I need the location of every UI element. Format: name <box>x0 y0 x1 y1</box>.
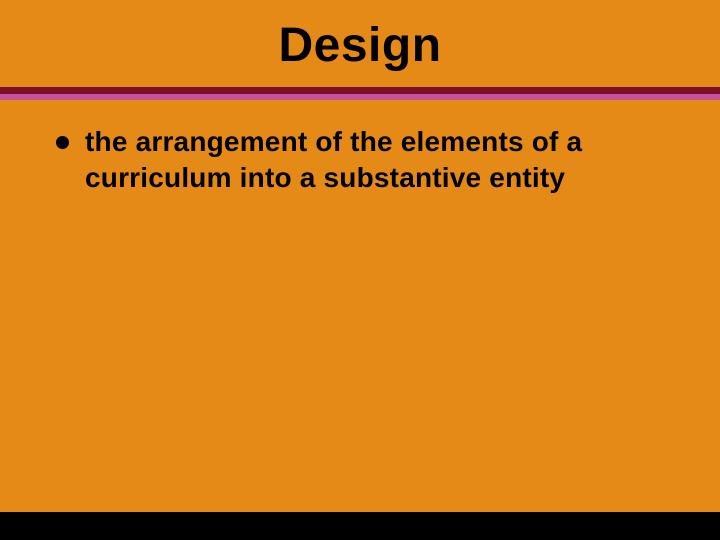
bottom-bar <box>0 512 720 540</box>
bullet-text: the arrangement of the elements of a cur… <box>85 124 664 196</box>
slide: Design the arrangement of the elements o… <box>0 0 720 540</box>
title-area: Design <box>0 0 720 87</box>
list-item: the arrangement of the elements of a cur… <box>56 124 664 196</box>
slide-title: Design <box>0 18 720 73</box>
content-stack: Design the arrangement of the elements o… <box>0 0 720 196</box>
body-area: the arrangement of the elements of a cur… <box>0 100 720 196</box>
divider <box>0 87 720 100</box>
divider-bar-dark <box>0 87 720 94</box>
bullet-icon <box>56 136 69 149</box>
